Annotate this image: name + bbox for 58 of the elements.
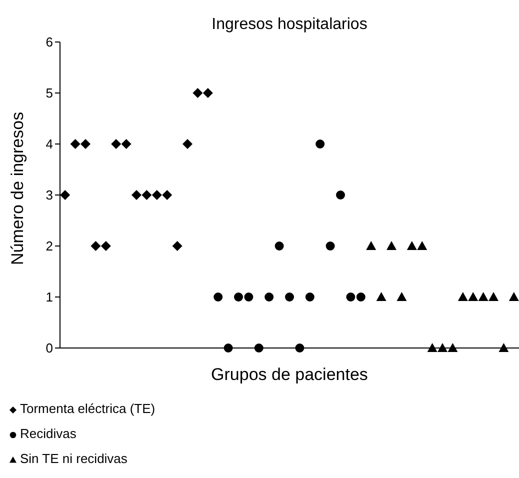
point — [468, 292, 478, 301]
point — [448, 343, 458, 352]
point — [80, 139, 90, 149]
point — [417, 241, 428, 250]
y-tick-label: 2 — [46, 238, 53, 254]
point — [142, 190, 152, 200]
point — [336, 190, 345, 200]
point — [366, 241, 376, 250]
chart-title: Ingresos hospitalarios — [210, 16, 368, 34]
point — [427, 343, 438, 352]
point — [356, 292, 366, 302]
point — [60, 190, 70, 200]
y-tick-label: 4 — [46, 136, 53, 152]
legend-label: Sin TE ni recidivas — [20, 450, 128, 468]
legend-label: Tormenta eléctrica (TE) — [20, 400, 156, 418]
point — [285, 292, 294, 302]
point — [406, 241, 417, 250]
point — [438, 343, 448, 352]
point — [386, 241, 396, 250]
point — [254, 344, 264, 352]
point — [244, 292, 254, 302]
y-tick-label: 5 — [46, 86, 53, 101]
point — [478, 292, 488, 301]
point — [234, 292, 243, 302]
point — [316, 140, 325, 148]
y-axis-title: Número de ingresos — [8, 112, 28, 265]
y-tick-label: 1 — [46, 290, 53, 305]
point — [100, 241, 111, 251]
point — [192, 88, 203, 98]
point — [396, 292, 407, 301]
point — [132, 190, 142, 200]
point — [162, 190, 172, 200]
point — [305, 292, 314, 302]
point — [111, 139, 122, 149]
point — [498, 343, 509, 352]
point — [202, 88, 213, 98]
point — [346, 292, 356, 302]
legend-label: Recidivas — [20, 425, 76, 443]
point — [458, 292, 468, 301]
x-axis-title: Grupos de pacientes — [211, 365, 368, 384]
point — [121, 139, 132, 149]
point — [264, 292, 274, 302]
point — [295, 344, 304, 352]
point — [90, 241, 101, 251]
point — [214, 292, 223, 302]
point — [172, 241, 182, 251]
y-tick-label: 0 — [46, 340, 53, 356]
point — [326, 242, 335, 250]
point — [224, 344, 233, 352]
point — [376, 292, 386, 301]
point — [274, 242, 284, 250]
y-tick-label: 6 — [46, 34, 53, 50]
point — [70, 139, 80, 149]
y-tick-label: 3 — [46, 188, 53, 203]
point — [182, 139, 192, 149]
point — [508, 292, 519, 301]
point — [488, 292, 498, 301]
point — [152, 190, 162, 200]
